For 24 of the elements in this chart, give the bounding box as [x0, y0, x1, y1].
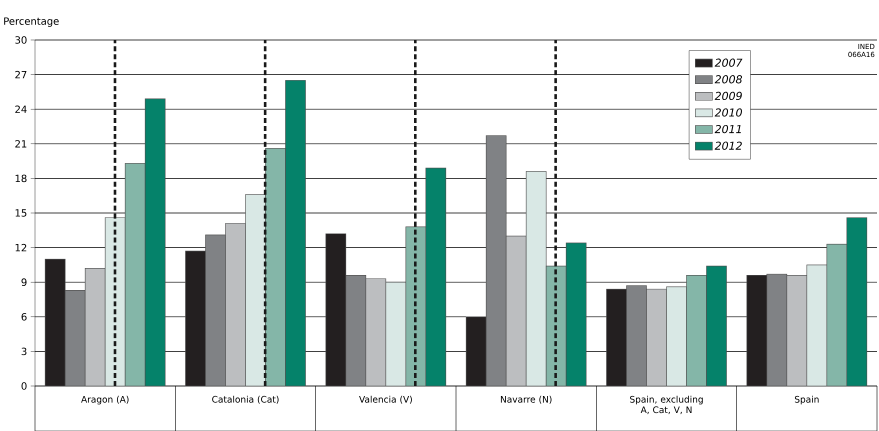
y-tick-label: 12: [16, 244, 26, 252]
legend-label: 2011: [714, 124, 741, 134]
legend-label: 2008: [714, 75, 742, 84]
x-tick-label: Catalonia (Cat): [212, 396, 279, 404]
y-axis-title: Percentage: [4, 17, 59, 27]
x-tick-label: Valencia (V): [359, 396, 412, 404]
y-tick-label: 18: [16, 174, 27, 182]
y-tick-label: 9: [22, 278, 27, 286]
y-tick-label: 24: [15, 105, 27, 113]
legend-label: 2012: [714, 142, 742, 150]
x-tick-label: Navarre (N): [500, 396, 552, 404]
y-tick-label: 15: [16, 209, 26, 217]
y-tick-label: 6: [22, 313, 27, 321]
y-tick-label: 21: [15, 140, 26, 148]
x-tick-label: Spain: [794, 396, 819, 404]
legend-label: 2010: [714, 108, 742, 117]
y-tick-label: 0: [22, 382, 27, 390]
y-tick-label: 3: [22, 348, 26, 356]
legend-label: 2009: [714, 92, 742, 100]
y-tick-label: 30: [15, 36, 27, 44]
x-tick-label: Spain, excluding A, Cat, V, N: [630, 396, 703, 414]
x-tick-label: Aragon (A): [81, 396, 129, 404]
y-tick-label: 27: [15, 70, 26, 78]
legend-label: 2007: [714, 58, 742, 67]
